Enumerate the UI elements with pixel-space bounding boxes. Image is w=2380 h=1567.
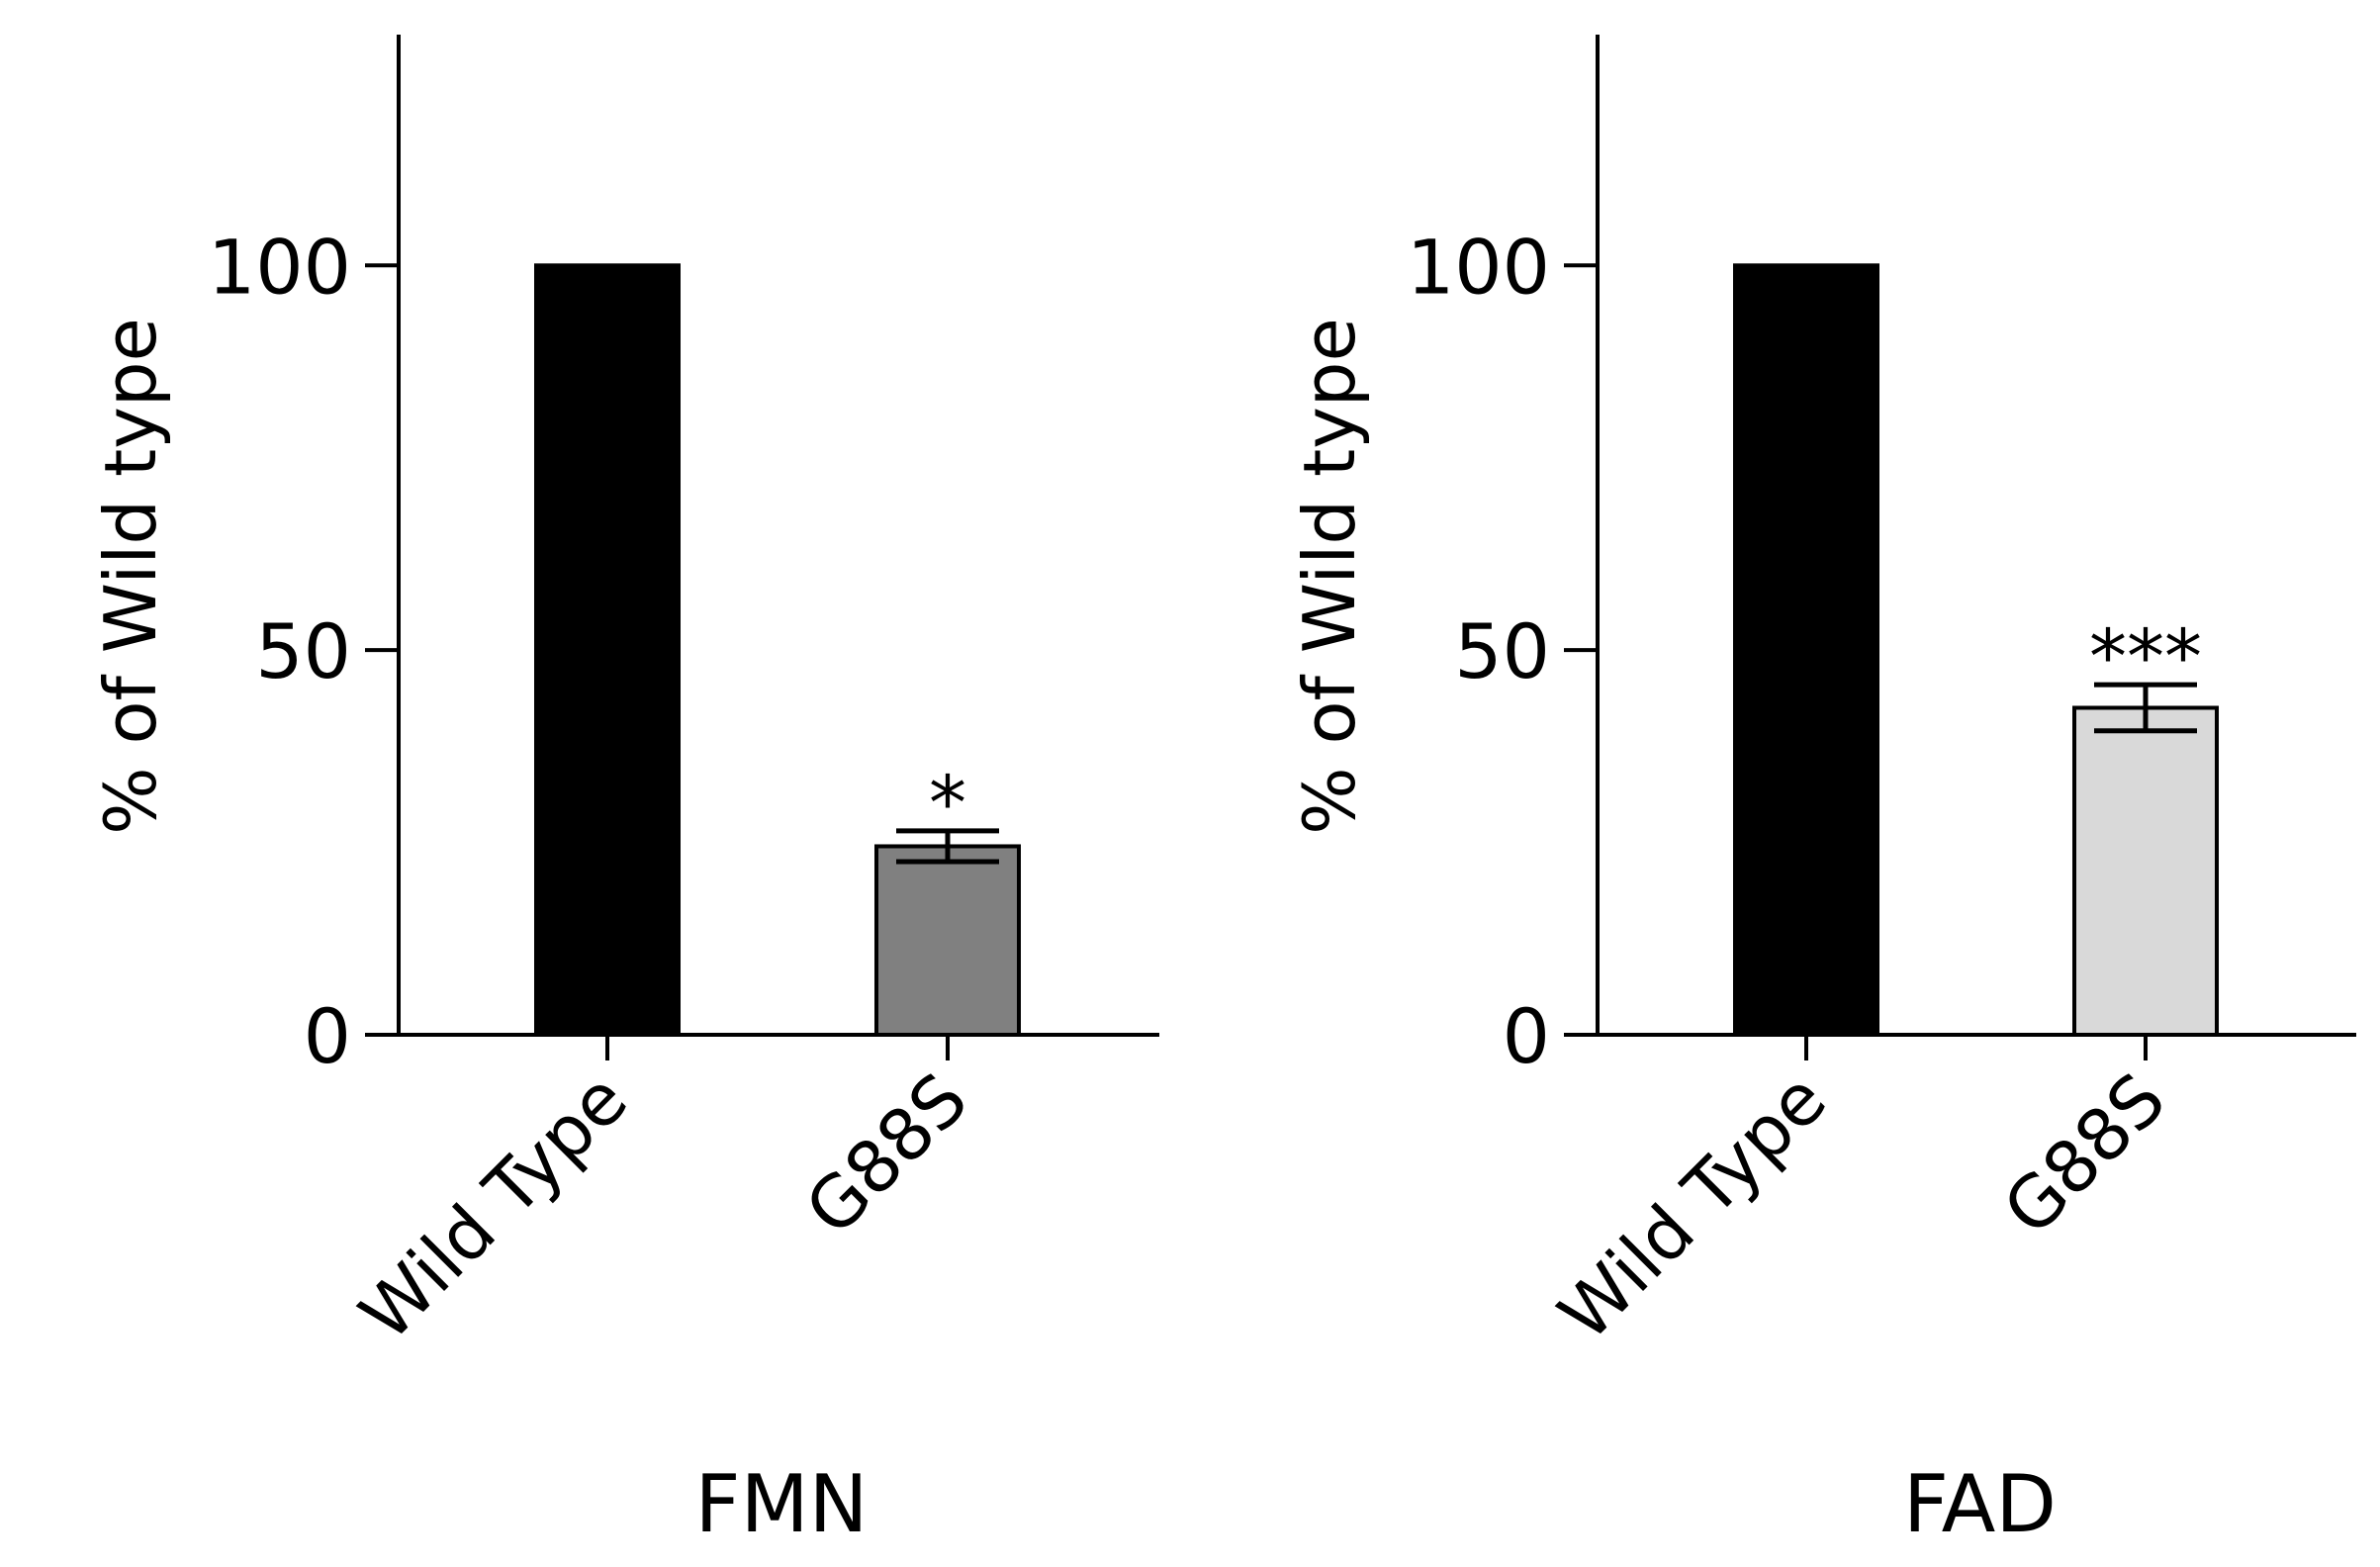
x-tick-label-fmn-wild-type: Wild Type xyxy=(344,1058,643,1356)
y-tick-label-fmn-0: 0 xyxy=(304,992,351,1080)
x-axis-label-fad: FAD xyxy=(1903,1458,2057,1550)
y-axis-label-fad: % of Wild type xyxy=(1288,318,1371,835)
significance-marker-fmn: * xyxy=(929,759,966,847)
x-tick-label-fad-wild-type: Wild Type xyxy=(1543,1058,1842,1356)
y-tick-label-fmn-50: 50 xyxy=(255,607,351,695)
y-tick-label-fmn-100: 100 xyxy=(208,223,351,311)
y-tick-label-fad-0: 0 xyxy=(1503,992,1550,1080)
y-axis-label-fmn: % of Wild type xyxy=(89,318,172,835)
bar-fmn-g88s xyxy=(874,844,1021,1038)
x-tick-label-fmn-g88s: G88S xyxy=(789,1058,983,1251)
chart-panel-fmn: Wild Type * G88S 0 50 100 % of Wild type FMN xyxy=(89,35,1159,1550)
bar-fmn-wild-type xyxy=(534,263,681,1037)
y-tick-label-fad-50: 50 xyxy=(1454,607,1550,695)
x-tick-label-fad-g88s: G88S xyxy=(1987,1058,2181,1251)
chart-panel-fad: Wild Type *** G88S 0 50 100 % of Wild type FAD xyxy=(1288,35,2356,1550)
y-tick-label-fad-100: 100 xyxy=(1407,223,1550,311)
bar-fad-wild-type xyxy=(1733,263,1879,1037)
bar-fad-g88s xyxy=(2072,705,2219,1037)
significance-marker-fad: *** xyxy=(2089,612,2202,700)
x-axis-label-fmn: FMN xyxy=(695,1458,869,1550)
